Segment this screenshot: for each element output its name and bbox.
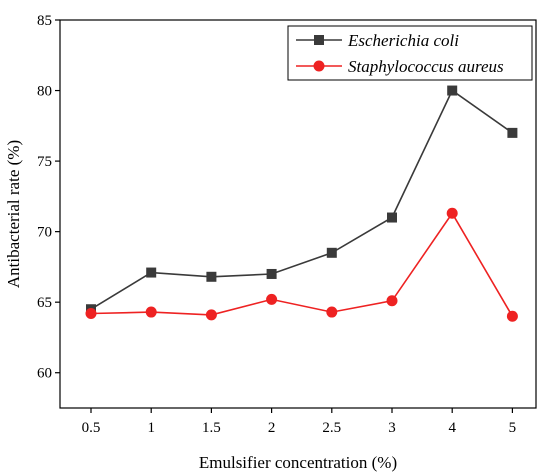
data-point bbox=[206, 271, 217, 282]
series-layer bbox=[85, 85, 518, 322]
y-tick-label: 65 bbox=[37, 295, 52, 311]
series-1 bbox=[85, 207, 518, 322]
legend-box bbox=[287, 25, 533, 81]
series-line-1 bbox=[90, 211, 514, 317]
y-tick-label: 75 bbox=[37, 154, 52, 170]
x-tick-label: 2.5 bbox=[322, 420, 341, 436]
data-point bbox=[326, 306, 338, 318]
legend-label-series-0: Escherichia coli bbox=[347, 31, 459, 50]
x-axis-label: Emulsifier concentration (%) bbox=[199, 453, 397, 472]
legend-marker-series-0 bbox=[314, 35, 324, 45]
series-line-0 bbox=[90, 89, 513, 310]
y-tick-label: 85 bbox=[37, 13, 52, 29]
x-tick-label: 1 bbox=[147, 420, 155, 436]
y-tick-label: 70 bbox=[37, 225, 52, 241]
y-tick-label: 80 bbox=[37, 84, 52, 100]
y-axis-label: Antibacterial rate (%) bbox=[4, 140, 23, 288]
data-point bbox=[146, 267, 157, 278]
x-tick-label: 5 bbox=[509, 420, 517, 436]
data-point bbox=[266, 268, 277, 279]
x-tick-label: 0.5 bbox=[82, 420, 101, 436]
x-axis: 0.5 1 1.5 2 2.5 3 4 5 bbox=[82, 408, 517, 436]
data-point bbox=[446, 207, 458, 219]
data-point bbox=[326, 247, 337, 258]
data-point bbox=[205, 309, 217, 321]
legend-label-series-1: Staphylococcus aureus bbox=[348, 57, 504, 76]
series-0 bbox=[86, 85, 518, 315]
data-point bbox=[506, 310, 518, 322]
x-tick-label: 4 bbox=[448, 420, 456, 436]
data-point bbox=[266, 293, 278, 305]
x-tick-label: 2 bbox=[268, 420, 276, 436]
data-point bbox=[386, 295, 398, 307]
y-axis: 60 65 70 75 80 85 bbox=[37, 13, 60, 382]
legend-marker-series-1 bbox=[313, 60, 325, 72]
plot-area bbox=[59, 19, 537, 409]
legend: Escherichia coli Staphylococcus aureus bbox=[287, 25, 533, 81]
data-point bbox=[507, 127, 518, 138]
x-tick-label: 1.5 bbox=[202, 420, 221, 436]
data-point bbox=[145, 306, 157, 318]
data-point bbox=[447, 85, 458, 96]
x-tick-label: 3 bbox=[388, 420, 396, 436]
data-point bbox=[85, 307, 97, 319]
data-point bbox=[387, 212, 397, 223]
y-tick-label: 60 bbox=[37, 366, 52, 382]
